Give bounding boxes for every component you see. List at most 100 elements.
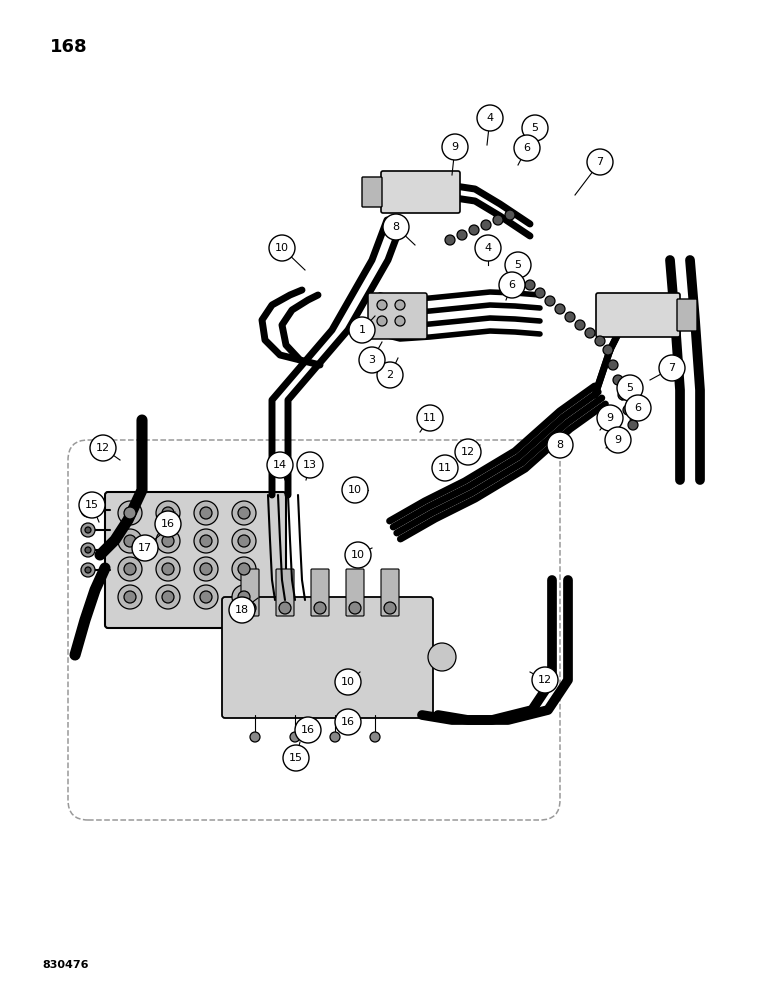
Circle shape <box>124 563 136 575</box>
Circle shape <box>455 439 481 465</box>
Circle shape <box>194 529 218 553</box>
Text: 5: 5 <box>531 123 538 133</box>
Circle shape <box>493 215 503 225</box>
Circle shape <box>156 501 180 525</box>
Text: 16: 16 <box>301 725 315 735</box>
Text: 18: 18 <box>235 605 249 615</box>
Circle shape <box>395 316 405 326</box>
Circle shape <box>608 360 618 370</box>
FancyBboxPatch shape <box>222 597 433 718</box>
Circle shape <box>81 523 95 537</box>
Circle shape <box>342 477 368 503</box>
FancyBboxPatch shape <box>596 293 680 337</box>
FancyBboxPatch shape <box>276 569 294 616</box>
Text: 17: 17 <box>138 543 152 553</box>
FancyBboxPatch shape <box>362 177 382 207</box>
Circle shape <box>232 529 256 553</box>
Text: 168: 168 <box>50 38 87 56</box>
Circle shape <box>290 732 300 742</box>
Text: 12: 12 <box>96 443 110 453</box>
Text: 10: 10 <box>341 677 355 687</box>
Text: 4: 4 <box>484 243 491 253</box>
Circle shape <box>283 745 309 771</box>
Text: 8: 8 <box>556 440 564 450</box>
Circle shape <box>156 557 180 581</box>
Text: 12: 12 <box>461 447 475 457</box>
Circle shape <box>383 214 409 240</box>
Circle shape <box>232 557 256 581</box>
Circle shape <box>162 535 174 547</box>
Circle shape <box>659 355 685 381</box>
Text: 16: 16 <box>161 519 175 529</box>
Circle shape <box>124 507 136 519</box>
Circle shape <box>85 547 91 553</box>
Text: 9: 9 <box>452 142 459 152</box>
Text: 11: 11 <box>423 413 437 423</box>
Circle shape <box>85 567 91 573</box>
Circle shape <box>481 220 491 230</box>
Circle shape <box>565 312 575 322</box>
Text: 4: 4 <box>487 113 494 123</box>
Circle shape <box>81 503 95 517</box>
Text: 5: 5 <box>626 383 633 393</box>
FancyBboxPatch shape <box>241 569 259 616</box>
Circle shape <box>377 362 403 388</box>
FancyBboxPatch shape <box>677 299 697 331</box>
Circle shape <box>335 669 361 695</box>
Text: 15: 15 <box>289 753 303 763</box>
Text: 9: 9 <box>606 413 614 423</box>
Circle shape <box>244 602 256 614</box>
Circle shape <box>457 230 467 240</box>
Circle shape <box>267 452 293 478</box>
Circle shape <box>603 345 613 355</box>
Circle shape <box>162 591 174 603</box>
Circle shape <box>597 405 623 431</box>
Text: 10: 10 <box>351 550 365 560</box>
Text: 8: 8 <box>392 222 399 232</box>
Circle shape <box>359 347 385 373</box>
Circle shape <box>575 320 585 330</box>
Circle shape <box>229 597 255 623</box>
Text: 13: 13 <box>303 460 317 470</box>
Circle shape <box>623 405 633 415</box>
Circle shape <box>384 602 396 614</box>
Circle shape <box>514 135 540 161</box>
Text: 16: 16 <box>341 717 355 727</box>
Circle shape <box>617 375 643 401</box>
Circle shape <box>532 667 558 693</box>
Circle shape <box>314 602 326 614</box>
Circle shape <box>595 336 605 346</box>
Circle shape <box>330 732 340 742</box>
Circle shape <box>625 395 651 421</box>
Circle shape <box>124 591 136 603</box>
Circle shape <box>194 557 218 581</box>
Circle shape <box>613 375 623 385</box>
Text: 2: 2 <box>386 370 394 380</box>
Circle shape <box>156 585 180 609</box>
Text: 1: 1 <box>359 325 366 335</box>
Circle shape <box>335 709 361 735</box>
Circle shape <box>499 272 525 298</box>
Circle shape <box>297 452 323 478</box>
Text: 830476: 830476 <box>42 960 88 970</box>
Circle shape <box>200 591 212 603</box>
FancyBboxPatch shape <box>368 293 427 339</box>
Text: 7: 7 <box>597 157 604 167</box>
Circle shape <box>377 316 387 326</box>
Circle shape <box>238 507 250 519</box>
Circle shape <box>90 435 116 461</box>
Circle shape <box>428 643 456 671</box>
Circle shape <box>505 252 531 278</box>
FancyBboxPatch shape <box>311 569 329 616</box>
Circle shape <box>81 543 95 557</box>
Circle shape <box>349 317 375 343</box>
Circle shape <box>200 563 212 575</box>
Circle shape <box>555 304 565 314</box>
Circle shape <box>475 235 501 261</box>
Circle shape <box>118 557 142 581</box>
Circle shape <box>238 563 250 575</box>
Circle shape <box>85 527 91 533</box>
Circle shape <box>395 300 405 310</box>
Circle shape <box>124 535 136 547</box>
Text: 12: 12 <box>538 675 552 685</box>
